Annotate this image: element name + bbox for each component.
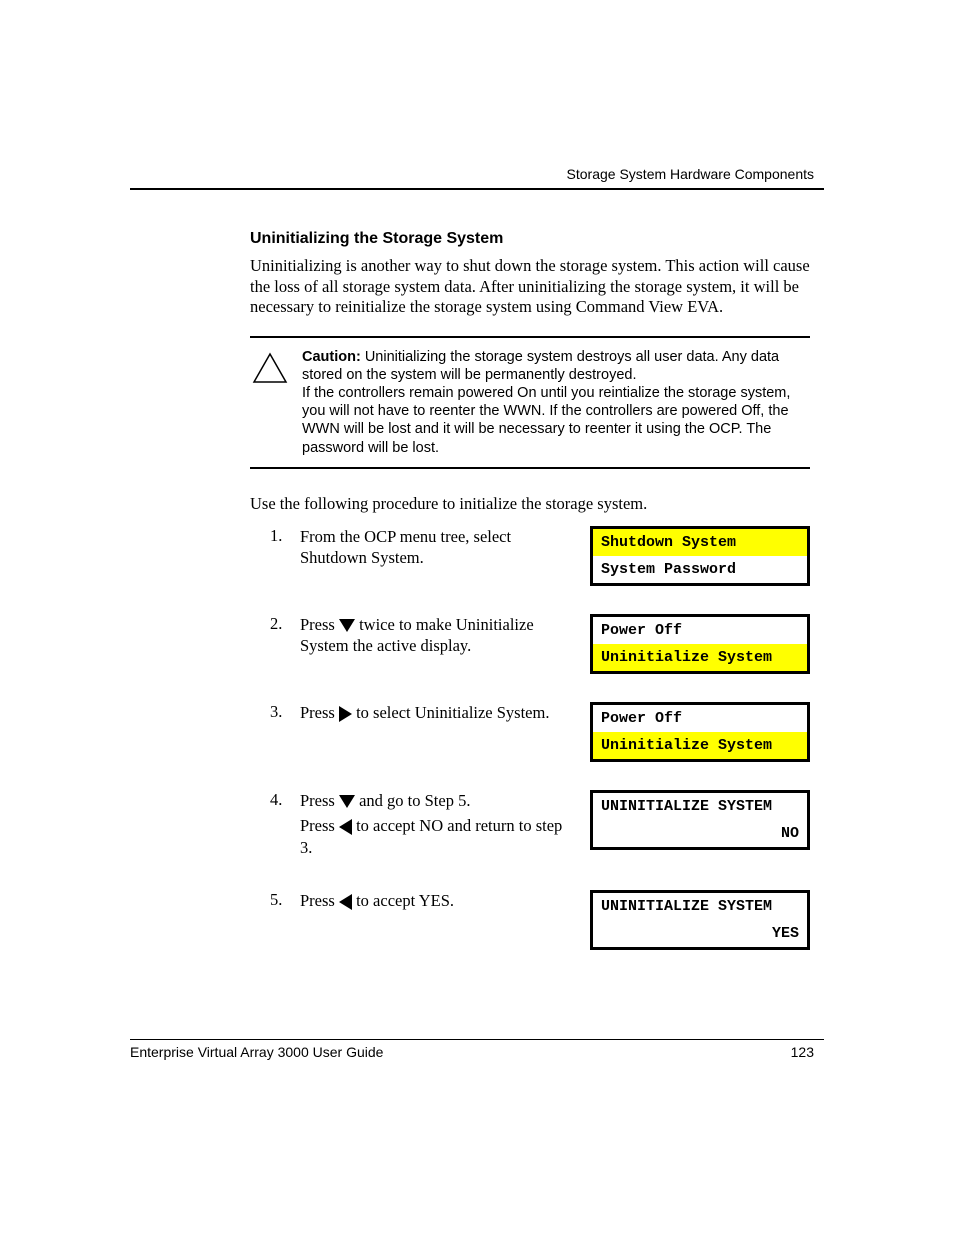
ocp-display: UNINITIALIZE SYSTEM NO <box>590 790 810 850</box>
step-number: 1. <box>270 526 288 546</box>
footer-guide-title: Enterprise Virtual Array 3000 User Guide <box>130 1044 383 1060</box>
step-number: 3. <box>270 702 288 722</box>
content-column: Uninitializing the Storage System Uninit… <box>250 230 810 950</box>
display-row: System Password <box>593 556 807 583</box>
caution-triangle-icon <box>250 348 290 384</box>
caution-block: Caution: Uninitializing the storage syst… <box>250 336 810 469</box>
caution-label: Caution: <box>302 349 361 365</box>
step-row: 1. From the OCP menu tree, select Shutdo… <box>270 526 810 586</box>
ocp-display: Power Off Uninitialize System <box>590 614 810 674</box>
caution-line2: If the controllers remain powered On unt… <box>302 385 790 455</box>
triangle-right-icon <box>339 706 352 722</box>
running-header: Storage System Hardware Components <box>567 166 814 182</box>
display-row: Uninitialize System <box>593 732 807 759</box>
step-pre: Press <box>300 615 339 634</box>
step-post: to accept YES. <box>352 891 454 910</box>
triangle-down-icon <box>339 619 355 632</box>
step-pre: Press <box>300 891 339 910</box>
ocp-display: UNINITIALIZE SYSTEM YES <box>590 890 810 950</box>
step-number: 2. <box>270 614 288 634</box>
step4-line1-post: and go to Step 5. <box>355 791 471 810</box>
step4-line1-pre: Press <box>300 791 339 810</box>
caution-line1: Uninitializing the storage system destro… <box>302 349 779 383</box>
display-row: Uninitialize System <box>593 644 807 671</box>
footer-page-number: 123 <box>791 1044 814 1060</box>
step-text-content: From the OCP menu tree, select Shutdown … <box>300 527 511 567</box>
step-number: 4. <box>270 790 288 810</box>
step-text: Press twice to make Uninitialize System … <box>300 614 578 657</box>
triangle-down-icon <box>339 795 355 808</box>
step-row: 2. Press twice to make Uninitialize Syst… <box>270 614 810 674</box>
section-intro: Uninitializing is another way to shut do… <box>250 256 810 318</box>
display-row: YES <box>593 920 807 947</box>
display-row: NO <box>593 820 807 847</box>
section-title: Uninitializing the Storage System <box>250 230 810 248</box>
display-row: Power Off <box>593 705 807 732</box>
steps-list: 1. From the OCP menu tree, select Shutdo… <box>270 526 810 950</box>
ocp-display: Power Off Uninitialize System <box>590 702 810 762</box>
step-text: From the OCP menu tree, select Shutdown … <box>300 526 578 569</box>
step-text: Press to select Uninitialize System. <box>300 702 578 723</box>
step-number: 5. <box>270 890 288 910</box>
step-pre: Press <box>300 703 339 722</box>
caution-text: Caution: Uninitializing the storage syst… <box>302 348 810 457</box>
display-row: UNINITIALIZE SYSTEM <box>593 893 807 920</box>
step4-line2-pre: Press <box>300 816 339 835</box>
procedure-intro: Use the following procedure to initializ… <box>250 494 810 514</box>
display-row: UNINITIALIZE SYSTEM <box>593 793 807 820</box>
step-row: 3. Press to select Uninitialize System. … <box>270 702 810 762</box>
step-text: Press to accept YES. <box>300 890 578 911</box>
header-rule <box>130 188 824 190</box>
display-row: Power Off <box>593 617 807 644</box>
ocp-display: Shutdown System System Password <box>590 526 810 586</box>
footer-rule <box>130 1039 824 1040</box>
triangle-left-icon <box>339 894 352 910</box>
page: Storage System Hardware Components Unini… <box>0 0 954 1235</box>
step-post: to select Uninitialize System. <box>352 703 550 722</box>
display-row: Shutdown System <box>593 529 807 556</box>
step-row: 5. Press to accept YES. UNINITIALIZE SYS… <box>270 890 810 950</box>
step-row: 4. Press and go to Step 5. Press to acce… <box>270 790 810 862</box>
step-text: Press and go to Step 5. Press to accept … <box>300 790 578 862</box>
triangle-left-icon <box>339 819 352 835</box>
